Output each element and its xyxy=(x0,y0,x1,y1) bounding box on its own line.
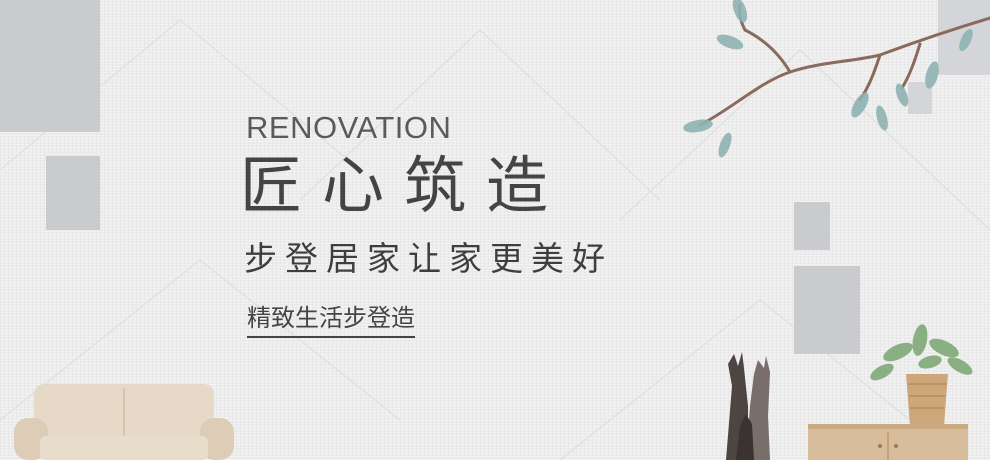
cabinet-illustration xyxy=(808,424,968,460)
page-title: 匠心筑造 xyxy=(240,149,569,222)
english-label: RENOVATION xyxy=(246,110,452,145)
sofa-illustration xyxy=(14,384,234,460)
deco-square xyxy=(46,156,100,230)
subtitle: 步登居家让家更美好 xyxy=(244,239,613,278)
branch-illustration xyxy=(683,0,990,158)
deco-square xyxy=(794,266,860,354)
plant-pot-illustration xyxy=(870,324,973,426)
slogan-link[interactable]: 精致生活步登造 xyxy=(247,298,415,338)
deco-square xyxy=(794,202,830,250)
deer-figurine-illustration xyxy=(726,352,770,460)
deco-square xyxy=(0,0,100,132)
